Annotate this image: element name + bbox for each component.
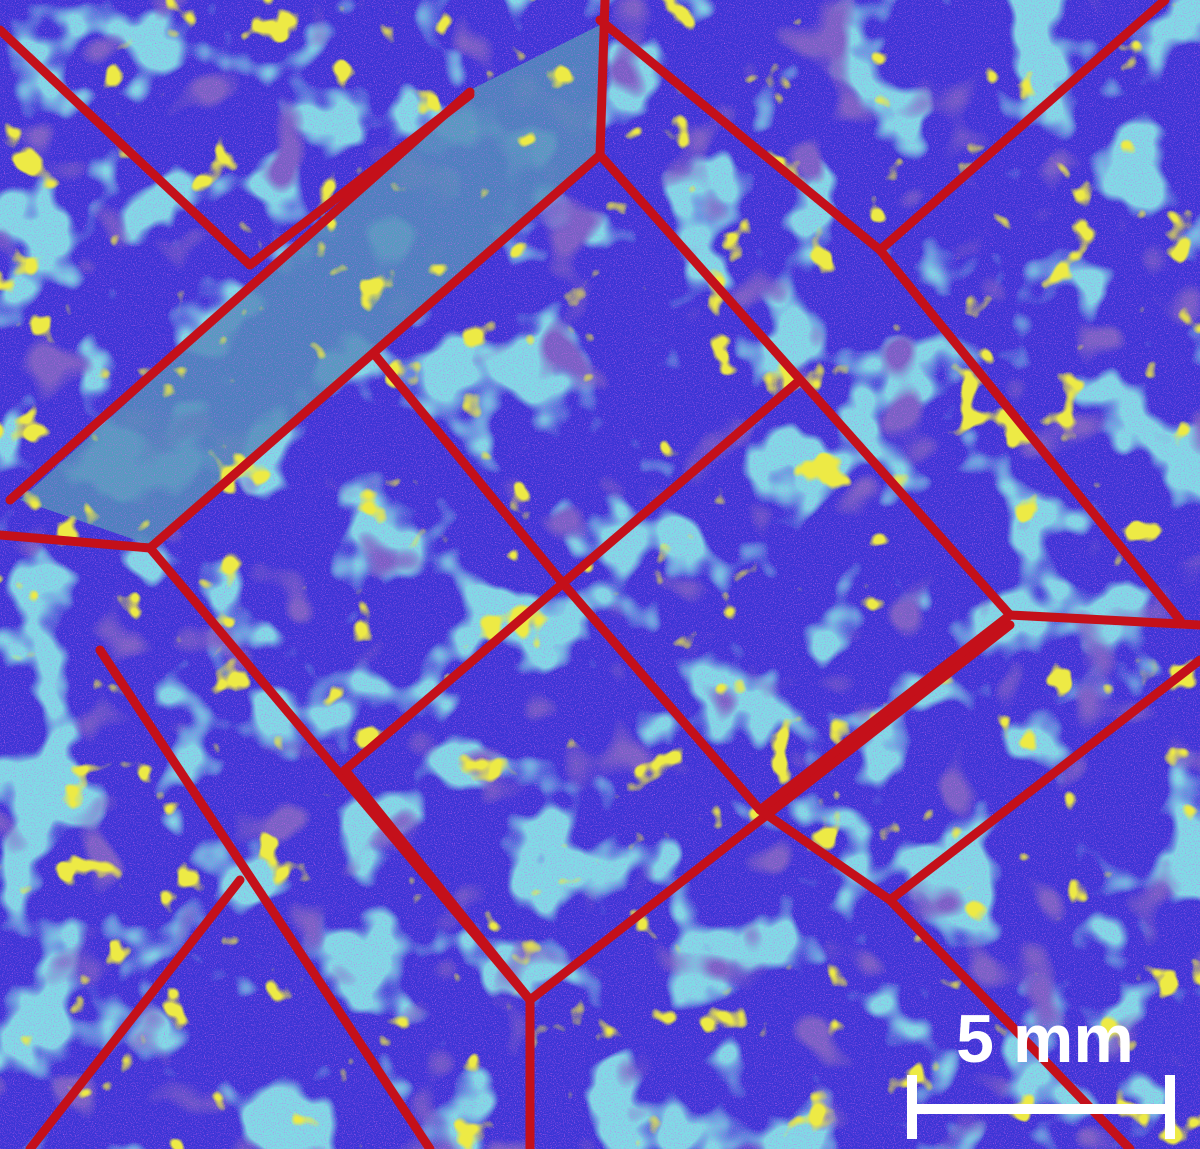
grain-boundary-line	[595, 150, 1015, 620]
grain-boundary-line	[555, 575, 765, 815]
grain-boundary-line	[0, 25, 255, 270]
scale-bar-left-tick	[907, 1075, 917, 1139]
grain-boundary-line	[885, 655, 1200, 905]
grain-boundary-line	[595, 15, 885, 255]
scale-bar-right-tick	[1165, 1075, 1175, 1139]
scale-bar-line	[912, 1104, 1170, 1114]
scale-bar: 5 mm	[907, 1001, 1175, 1139]
grain-boundary-line	[755, 805, 895, 905]
grain-boundary-line	[25, 875, 245, 1149]
grain-boundary-line	[875, 0, 1170, 255]
grain-boundary-line	[370, 350, 565, 585]
grain-boundary-line	[755, 610, 1015, 815]
grain-boundary-line	[340, 765, 535, 1005]
grain-boundary-line	[875, 245, 1185, 625]
grain-boundary-line	[340, 375, 805, 775]
grain-boundary-line	[0, 530, 155, 553]
grain-boundary-line	[1005, 610, 1200, 630]
scale-bar-label: 5 mm	[956, 1001, 1134, 1077]
grain-boundary-line	[5, 87, 475, 505]
grain-boundary-line	[95, 645, 435, 1149]
